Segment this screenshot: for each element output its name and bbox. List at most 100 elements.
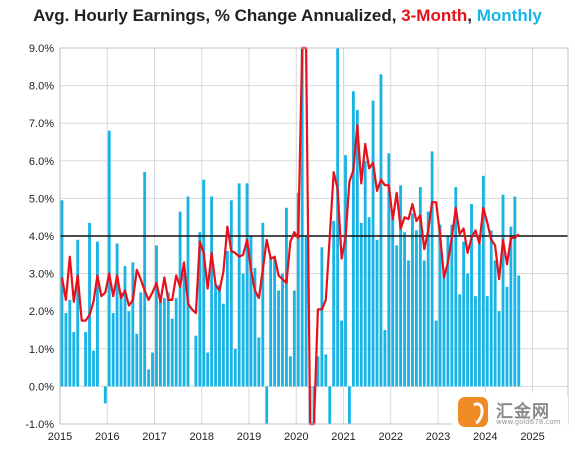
monthly-bar — [241, 273, 245, 387]
monthly-bar — [194, 335, 198, 387]
monthly-bar — [375, 239, 379, 387]
monthly-bar — [359, 222, 363, 387]
monthly-bar — [147, 369, 151, 387]
monthly-bar — [229, 200, 233, 387]
monthly-bar — [288, 356, 292, 387]
monthly-bar — [497, 311, 501, 387]
monthly-bar — [64, 313, 68, 387]
monthly-bar — [88, 222, 91, 387]
watermark-logo-icon — [458, 397, 488, 427]
monthly-bar — [269, 256, 273, 387]
monthly-bar — [253, 267, 257, 387]
monthly-bar — [348, 386, 351, 424]
monthly-bar — [214, 284, 217, 387]
watermark-url: www.gold678.com — [496, 418, 561, 426]
monthly-bar — [477, 243, 481, 387]
watermark: 汇金网 www.gold678.com — [452, 392, 568, 432]
monthly-bar — [438, 224, 442, 387]
monthly-bar — [426, 211, 430, 387]
x-tick-label: 2023 — [426, 431, 450, 443]
monthly-bar — [139, 292, 143, 387]
monthly-bar — [135, 333, 139, 387]
monthly-bar — [462, 241, 466, 387]
monthly-bar — [249, 236, 253, 387]
monthly-bar — [328, 386, 332, 424]
monthly-bar — [395, 245, 399, 387]
monthly-bar — [103, 386, 107, 404]
y-tick-label: 7.0% — [29, 118, 54, 130]
x-tick-label: 2021 — [331, 431, 355, 443]
y-tick-label: -1.0% — [25, 419, 54, 431]
monthly-bar — [68, 299, 72, 387]
x-tick-label: 2016 — [95, 431, 119, 443]
monthly-bar — [351, 91, 355, 387]
monthly-bar — [182, 273, 186, 387]
monthly-bar — [127, 311, 131, 387]
y-tick-label: 6.0% — [29, 156, 54, 168]
x-tick-label: 2022 — [379, 431, 403, 443]
monthly-bar — [131, 262, 135, 387]
monthly-bar — [273, 256, 277, 387]
monthly-bar — [450, 224, 454, 387]
title-separator: , — [467, 6, 477, 25]
watermark-name: 汇金网 — [496, 402, 550, 422]
monthly-bar — [324, 354, 328, 387]
monthly-bar — [170, 318, 174, 387]
monthly-bar — [206, 352, 210, 387]
three-month-line-layer — [60, 46, 520, 426]
plot-border — [59, 47, 569, 425]
monthly-bar — [174, 298, 178, 387]
x-tick-label: 2025 — [520, 431, 544, 443]
monthly-bar — [458, 294, 462, 387]
y-tick-label: 2.0% — [29, 306, 54, 318]
x-tick-label: 2018 — [190, 431, 214, 443]
monthly-bar — [261, 222, 265, 387]
monthly-bar — [332, 220, 336, 387]
monthly-bar — [166, 292, 170, 387]
monthly-bar — [493, 260, 497, 387]
monthly-bar — [336, 48, 340, 387]
monthly-bar — [151, 352, 154, 387]
monthly-bar — [442, 273, 446, 387]
monthly-bar — [198, 232, 202, 387]
monthly-bar — [513, 196, 517, 387]
monthly-bar — [218, 284, 221, 387]
monthly-bar — [320, 247, 324, 387]
monthly-bar — [403, 232, 406, 387]
monthly-bar — [509, 226, 513, 387]
monthly-bar — [186, 196, 190, 387]
monthly-bar — [316, 356, 320, 387]
monthly-bar — [418, 187, 422, 387]
monthly-bar — [285, 207, 288, 387]
three-month-line — [60, 46, 520, 426]
monthly-bar — [277, 290, 280, 387]
x-tick-label: 2019 — [237, 431, 261, 443]
monthly-bar — [434, 320, 438, 387]
y-tick-label: 5.0% — [29, 193, 54, 205]
monthly-bar — [92, 350, 95, 387]
monthly-bar — [233, 348, 237, 387]
monthly-bar — [178, 211, 182, 387]
monthly-bar — [485, 296, 489, 387]
y-tick-label: 0.0% — [29, 381, 54, 393]
monthly-bar — [225, 251, 229, 387]
monthly-bar — [296, 192, 300, 387]
monthly-bar — [517, 275, 521, 387]
monthly-bar — [84, 331, 88, 387]
monthly-bar — [292, 290, 296, 387]
monthly-bar — [123, 266, 127, 387]
y-tick-label: 3.0% — [29, 269, 54, 281]
title-main: Avg. Hourly Earnings, % Change Annualize… — [33, 6, 402, 25]
monthly-bar — [474, 296, 477, 387]
monthly-bar — [159, 298, 162, 387]
monthly-bar — [363, 160, 367, 387]
monthly-bar — [115, 243, 119, 387]
title-series-3month: 3-Month — [401, 6, 468, 25]
monthly-bar — [257, 337, 261, 387]
monthly-bar — [399, 185, 403, 387]
monthly-bar — [119, 292, 123, 387]
monthly-bar — [411, 213, 414, 387]
monthly-bar — [454, 187, 458, 387]
y-tick-label: 4.0% — [29, 231, 54, 243]
